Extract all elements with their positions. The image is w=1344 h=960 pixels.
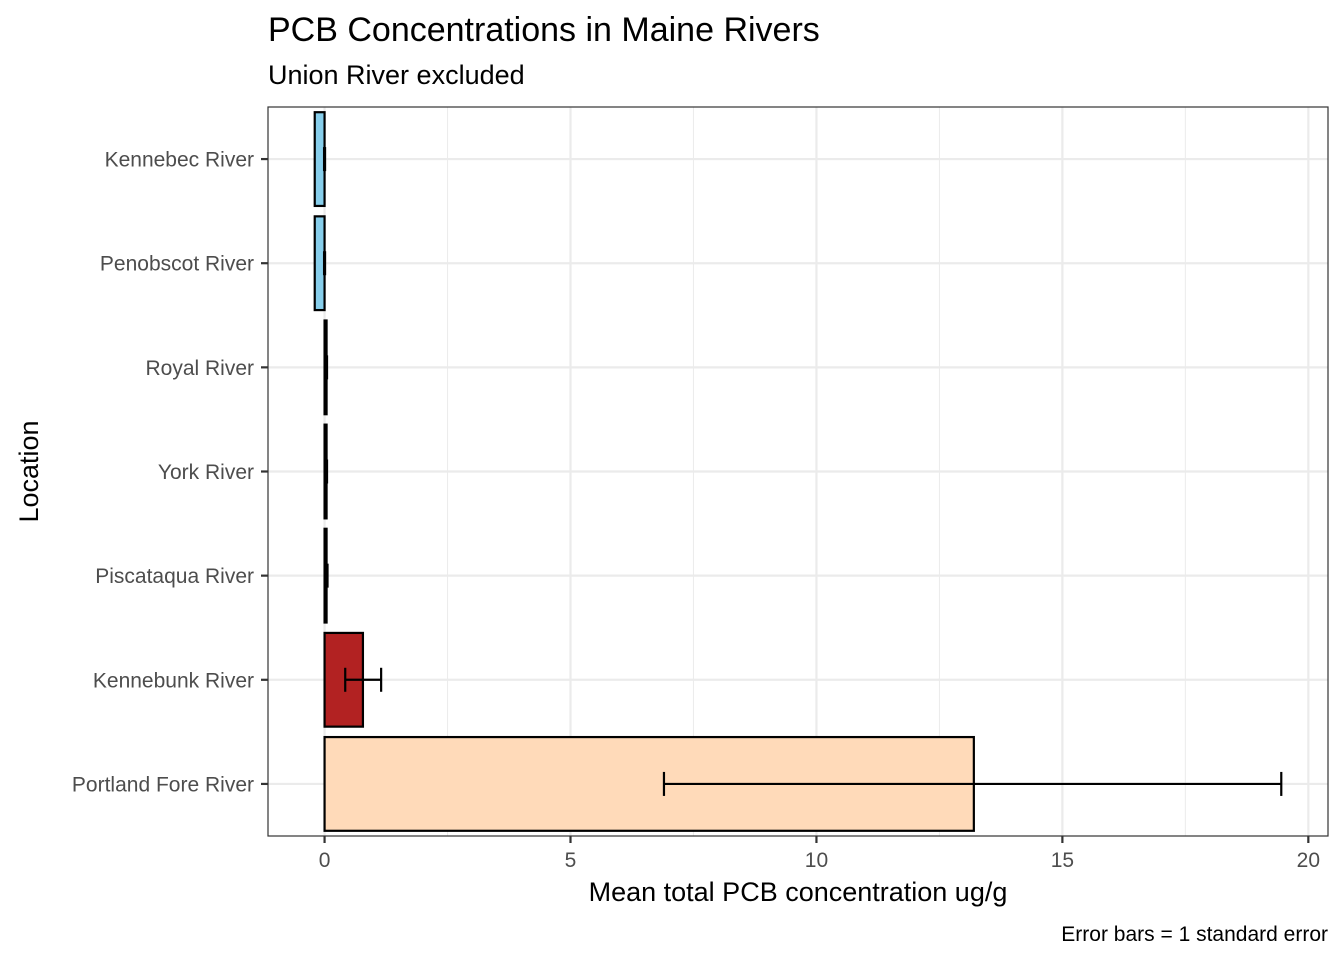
chart-caption: Error bars = 1 standard error	[1061, 923, 1328, 946]
chart-title: PCB Concentrations in Maine Rivers	[268, 11, 820, 49]
y-tick-label: York River	[158, 461, 254, 484]
error-bars	[322, 147, 1283, 796]
x-tick-label: 10	[805, 849, 828, 872]
x-tick-label: 0	[319, 849, 331, 872]
y-axis: Kennebec River Penobscot River Royal River…	[72, 149, 268, 796]
x-axis-title: Mean total PCB concentration ug/g	[589, 877, 1008, 907]
grid-lines	[268, 107, 1328, 836]
y-tick-label: Piscataqua River	[95, 565, 254, 588]
y-tick-label: Portland Fore River	[72, 773, 254, 796]
x-tick-label: 20	[1297, 849, 1320, 872]
y-tick-label: Kennebec River	[105, 149, 254, 172]
y-tick-label: Royal River	[145, 357, 254, 380]
y-axis-title: Location	[14, 420, 44, 522]
x-tick-label: 5	[565, 849, 577, 872]
y-tick-label: Kennebunk River	[93, 669, 254, 692]
y-tick-label: Penobscot River	[100, 253, 254, 276]
chart-subtitle: Union River excluded	[268, 60, 525, 90]
x-tick-label: 15	[1051, 849, 1074, 872]
x-axis: 0 5 10 15 20	[319, 836, 1320, 872]
